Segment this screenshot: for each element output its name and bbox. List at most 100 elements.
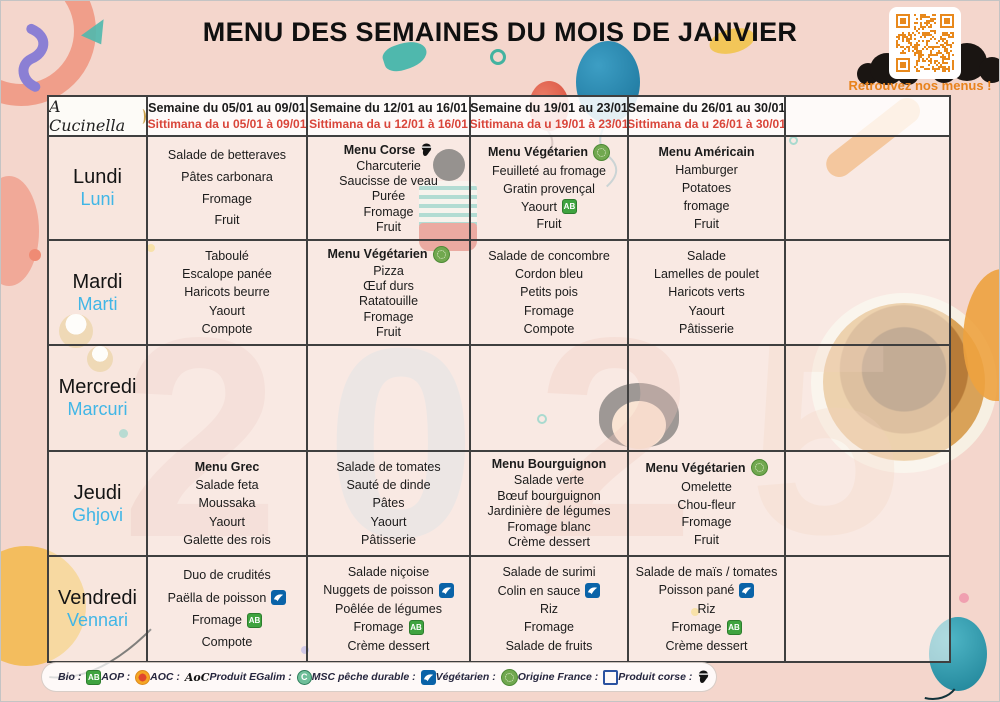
menu-item: Menu Bourguignon xyxy=(492,457,607,471)
menu-item-text: Escalope panée xyxy=(182,267,272,282)
menu-item-text: Fromage blanc xyxy=(507,519,591,534)
week-label-fr: Semaine du 12/01 au 16/01 xyxy=(309,101,468,115)
menu-item-text: Compote xyxy=(201,635,253,650)
menu-item: Salade verte xyxy=(514,473,584,487)
menu-item-text: Salade verte xyxy=(513,472,585,487)
week-header: Semaine du 26/01 au 30/01 Sittimana da u … xyxy=(629,97,786,137)
teal-ring-shape xyxy=(490,49,506,65)
menu-item: Petits pois xyxy=(520,285,578,299)
menu-item: Hamburger xyxy=(675,163,738,177)
qr-finder-patterns xyxy=(896,14,954,72)
menu-item-text: Pizza xyxy=(373,263,404,278)
menu-item-text: Menu Corse xyxy=(343,142,416,157)
day-name-fr: Lundi xyxy=(73,166,122,188)
menu-cell: Menu Grec Salade feta Moussaka Yaourt Galett… xyxy=(148,452,308,557)
menu-item: Fromage xyxy=(202,192,252,206)
menu-cell: Menu Corse Charcuterie Saucisse de veau Pur… xyxy=(308,137,471,241)
legend-label: Produit EGalim : xyxy=(209,671,292,683)
menu-item: Paëlla de poisson xyxy=(167,590,287,606)
menu-cell: Menu Végétarien Omelette Chou-fleur Fromage… xyxy=(629,452,786,557)
legend-label: Origine France : xyxy=(517,671,599,683)
cream-puff-image xyxy=(87,346,113,372)
day-name-fr: Mardi xyxy=(72,270,123,293)
menu-item: Salade de maïs / tomates xyxy=(636,565,778,579)
menu-item-text: Duo de crudités xyxy=(183,568,271,583)
week-label-fr: Semaine du 26/01 au 30/01 xyxy=(629,101,786,115)
menu-item-text: Fruit xyxy=(694,533,719,548)
menu-item-text: Poêlée de légumes xyxy=(334,601,443,616)
day-name-co: Ghjovi xyxy=(71,504,124,525)
menu-item: Menu Végétarien xyxy=(487,144,611,162)
menu-item-text: Fromage xyxy=(363,204,414,219)
menu-item: Potatoes xyxy=(682,181,731,195)
menu-item-text: Compote xyxy=(523,321,575,336)
menu-item: Fromage blanc xyxy=(507,520,590,534)
bio-icon: AB xyxy=(726,620,742,635)
menu-item: Feuilleté au fromage xyxy=(492,164,606,178)
menu-item: Poisson pané xyxy=(659,583,755,598)
menu-item-text: Riz xyxy=(697,601,716,616)
menu-table: A Cucinella Semaine du 05/01 au 09/01 Sitt… xyxy=(47,95,951,663)
menu-item: Fromage AB xyxy=(671,620,742,635)
menu-item: Salade niçoise xyxy=(348,565,429,579)
menu-item-text: Yaourt xyxy=(370,514,407,529)
menu-item: Menu Corse xyxy=(344,142,434,158)
menu-item-text: Fruit xyxy=(376,219,401,234)
legend-item: Origine France : xyxy=(517,669,619,685)
msc-icon xyxy=(438,583,454,598)
menu-item-text: Salade de maïs / tomates xyxy=(635,564,778,579)
menu-item-text: Menu Végétarien xyxy=(487,145,589,160)
week-label-fr: Semaine du 05/01 au 09/01 xyxy=(148,101,306,115)
menu-item: Sauté de dinde xyxy=(346,478,430,492)
menu-item: Pâtes xyxy=(373,496,405,510)
menu-cell: Menu Végétarien Feuilleté au fromage Grati… xyxy=(471,137,629,241)
menu-item: Menu Végétarien xyxy=(327,245,450,263)
menu-item: Saucisse de veau xyxy=(339,174,438,188)
menu-cell xyxy=(148,346,308,452)
menu-cell xyxy=(786,452,949,557)
menu-item-text: Menu Végétarien xyxy=(327,247,428,262)
menu-item-text: Cordon bleu xyxy=(514,267,584,282)
menu-item-text: Fromage xyxy=(201,191,253,206)
week-label-co: Sittimana da u 12/01 à 16/01 xyxy=(309,117,468,131)
day-name-fr: Vendredi xyxy=(58,587,137,609)
menu-item: Riz xyxy=(697,602,715,616)
menu-cell: Salade de maïs / tomates Poisson pané Riz F… xyxy=(629,557,786,661)
menu-cell xyxy=(629,346,786,452)
menu-item-text: Lamelles de poulet xyxy=(654,267,759,282)
week-header: Semaine du 05/01 au 09/01 Sittimana da u … xyxy=(148,97,308,137)
menu-item-text: Paëlla de poisson xyxy=(167,590,267,605)
menu-item-text: Yaourt xyxy=(521,199,557,214)
menu-item-text: Fromage xyxy=(191,613,243,627)
menu-item-text: Menu Végétarien xyxy=(645,460,746,475)
menu-item: Bœuf bourguignon xyxy=(497,489,601,503)
menu-item: Pâtisserie xyxy=(679,322,734,336)
menu-item: Moussaka xyxy=(199,496,256,510)
week-label-fr: Semaine du 19/01 au 23/01 xyxy=(471,101,628,115)
menu-cell xyxy=(786,137,949,241)
confetti-dot xyxy=(959,593,969,603)
logo-flourish xyxy=(138,108,146,124)
msc-icon xyxy=(739,583,755,598)
menu-item: Salade xyxy=(687,249,726,263)
legend-item: AOP : xyxy=(101,669,151,685)
veg-icon xyxy=(432,245,450,263)
menu-item-text: Menu Grec xyxy=(194,459,260,474)
day-cell-vendredi: Vendredi Vennari xyxy=(49,557,148,661)
menu-item-text: Crème dessert xyxy=(347,638,430,653)
menu-item-text: Fromage xyxy=(671,620,722,635)
menu-item: Yaourt xyxy=(209,515,245,529)
legend-item: MSC pêche durable : xyxy=(312,669,436,685)
legend-item: Végétarien : xyxy=(436,668,518,686)
menu-item-text: Salade feta xyxy=(195,478,259,493)
menu-item: Pâtes carbonara xyxy=(181,170,273,184)
menu-item: Purée xyxy=(372,189,405,203)
menu-item-text: Sauté de dinde xyxy=(346,478,431,493)
menu-item: Fromage xyxy=(363,310,413,324)
legend-label: AOP : xyxy=(101,671,131,683)
bio-icon: AB xyxy=(408,620,424,635)
menu-cell: Salade niçoise Nuggets de poisson Poêlée d… xyxy=(308,557,471,661)
menu-item: Galette des rois xyxy=(183,533,271,547)
corse-icon xyxy=(420,142,433,158)
